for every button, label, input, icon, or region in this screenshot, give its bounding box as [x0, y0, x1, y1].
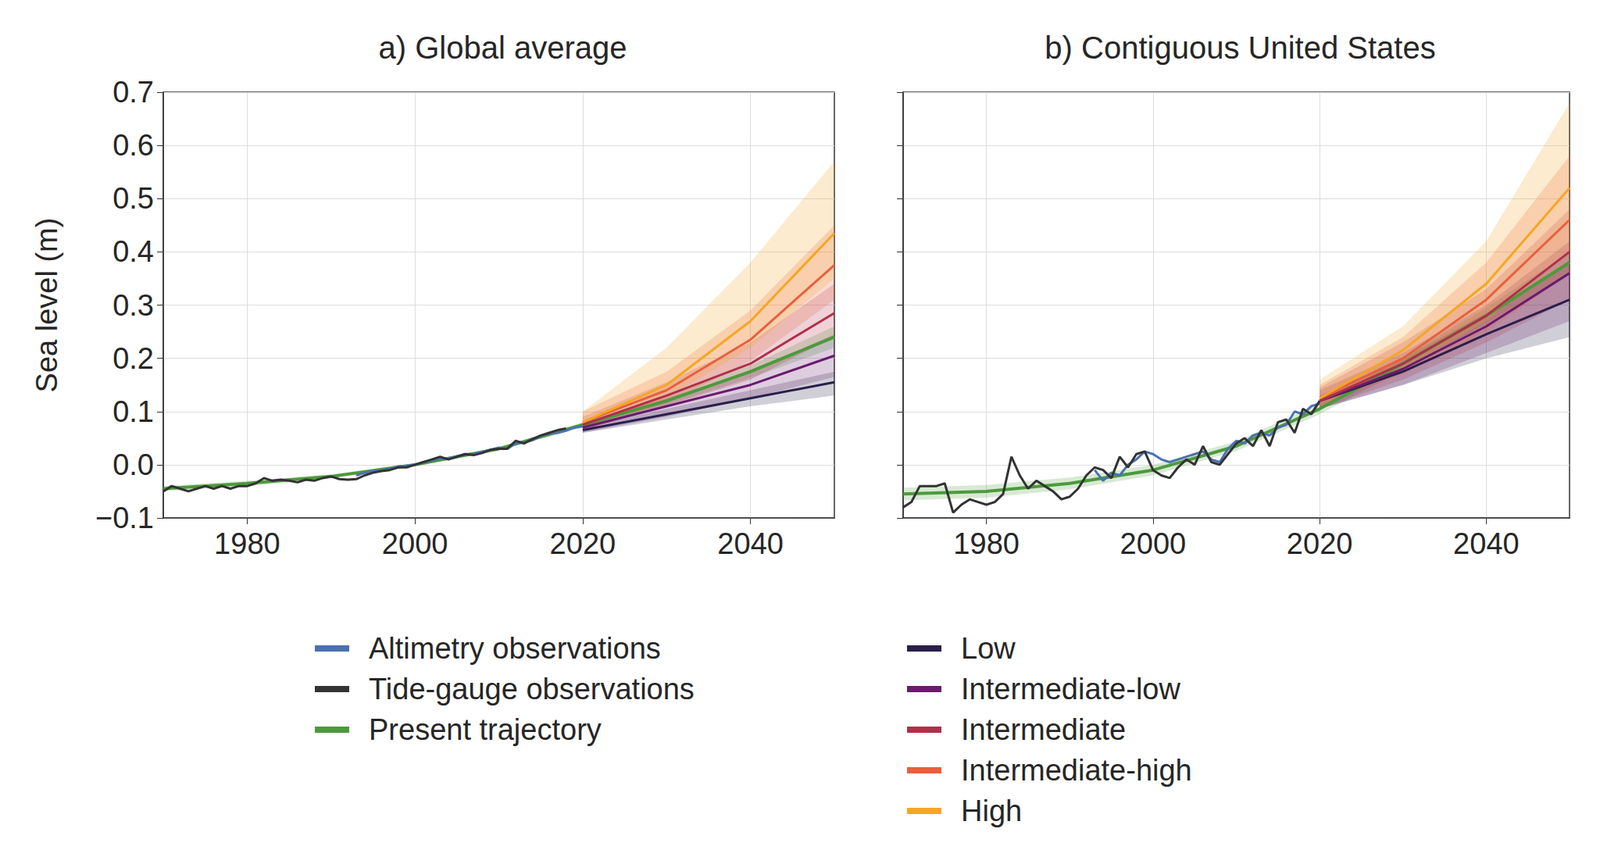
svg-text:Intermediate-low: Intermediate-low — [960, 672, 1181, 706]
svg-text:a) Global average: a) Global average — [378, 30, 628, 65]
svg-text:2020: 2020 — [550, 527, 617, 561]
svg-text:0.3: 0.3 — [112, 289, 154, 322]
svg-text:Low: Low — [960, 632, 1016, 665]
svg-text:0.5: 0.5 — [112, 182, 154, 215]
svg-text:1980: 1980 — [953, 527, 1020, 561]
svg-text:0.0: 0.0 — [112, 448, 154, 482]
svg-text:0.1: 0.1 — [112, 395, 154, 429]
svg-text:Present trajectory: Present trajectory — [368, 713, 602, 747]
svg-text:2020: 2020 — [1286, 527, 1354, 561]
svg-text:0.4: 0.4 — [112, 235, 154, 268]
svg-text:0.7: 0.7 — [112, 75, 154, 109]
svg-text:Intermediate-high: Intermediate-high — [960, 753, 1193, 787]
svg-text:2040: 2040 — [717, 527, 784, 561]
svg-text:0.6: 0.6 — [112, 128, 154, 162]
svg-text:2000: 2000 — [382, 527, 449, 561]
svg-text:1980: 1980 — [214, 527, 281, 561]
svg-text:2000: 2000 — [1120, 527, 1187, 561]
svg-text:Sea level (m): Sea level (m) — [30, 217, 64, 393]
svg-text:0.2: 0.2 — [112, 342, 154, 375]
svg-text:High: High — [960, 794, 1022, 828]
svg-text:2040: 2040 — [1453, 527, 1520, 561]
svg-text:Tide-gauge observations: Tide-gauge observations — [368, 672, 695, 706]
svg-text:−0.1: −0.1 — [95, 501, 154, 535]
svg-text:Altimetry observations: Altimetry observations — [368, 632, 661, 665]
svg-text:Intermediate: Intermediate — [960, 713, 1126, 747]
svg-text:b) Contiguous United States: b) Contiguous United States — [1044, 30, 1436, 65]
